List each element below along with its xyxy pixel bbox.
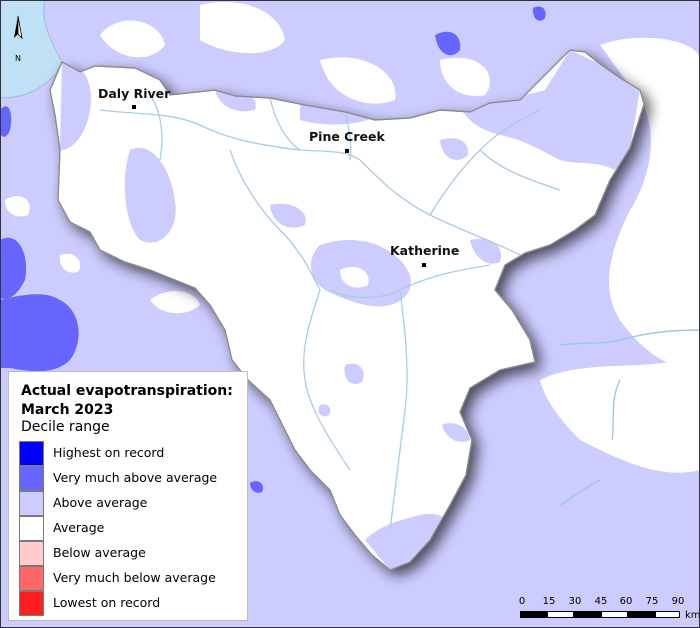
legend-item-highest-on-record: Highest on record [19,441,247,466]
town-marker-katherine [422,263,426,267]
scale-unit: km [685,610,700,621]
north-label: N [15,54,21,63]
legend-item-below-average: Below average [19,541,247,566]
town-label-daly-river: Daly River [98,86,171,101]
scale-tick-label: 75 [645,596,659,607]
legend-item-very-much-above-average: Very much above average [19,466,247,491]
legend-label: Highest on record [53,445,165,460]
legend-item-above-average: Above average [19,491,247,516]
legend-label: Below average [53,545,146,560]
scale-tick-label: 0 [518,596,526,607]
town-marker-daly-river [132,105,136,109]
town-marker-pine-creek [345,149,349,153]
scale-tick-label: 90 [671,596,685,607]
legend-swatch [19,566,44,591]
legend-subtitle: Decile range [21,419,110,435]
legend-label: Average [53,520,105,535]
legend-item-lowest-on-record: Lowest on record [19,591,247,616]
outer-very-much-above-areas [0,6,546,493]
scale-tick-label: 15 [542,596,556,607]
scale-segment [628,611,655,618]
legend-title-line-1: Actual evapotranspiration: [21,383,233,399]
scale-tick-label: 60 [619,596,633,607]
outer-rivers [559,329,700,506]
scale-segment [547,611,574,618]
legend-label: Lowest on record [53,595,161,610]
legend-swatch [19,591,44,616]
scale-segment [655,611,680,618]
town-label-pine-creek: Pine Creek [309,129,385,144]
scale-tick-label: 45 [594,596,608,607]
legend-swatch [19,541,44,566]
town-label-katherine: Katherine [390,243,459,258]
legend-label: Above average [53,495,148,510]
north-arrow-icon [14,15,23,40]
legend-swatch [19,491,44,516]
outer-average-areas [5,1,700,473]
legend-panel: Actual evapotranspiration: March 2023 De… [8,371,248,621]
legend-swatch [19,441,44,466]
legend-label: Very much above average [53,470,218,485]
scale-segment [520,611,547,618]
legend-item-average: Average [19,516,247,541]
legend-title: Actual evapotranspiration: March 2023 [21,382,247,420]
scale-segment [574,611,601,618]
legend-title-line-2: March 2023 [21,402,114,418]
legend-item-very-much-below-average: Very much below average [19,566,247,591]
scale-tick-label: 30 [568,596,582,607]
legend-label: Very much below average [53,570,216,585]
scale-bar: 0 15 30 45 60 75 90 km [512,596,700,626]
legend-swatch [19,516,44,541]
scale-segment [601,611,628,618]
legend-swatch [19,466,44,491]
